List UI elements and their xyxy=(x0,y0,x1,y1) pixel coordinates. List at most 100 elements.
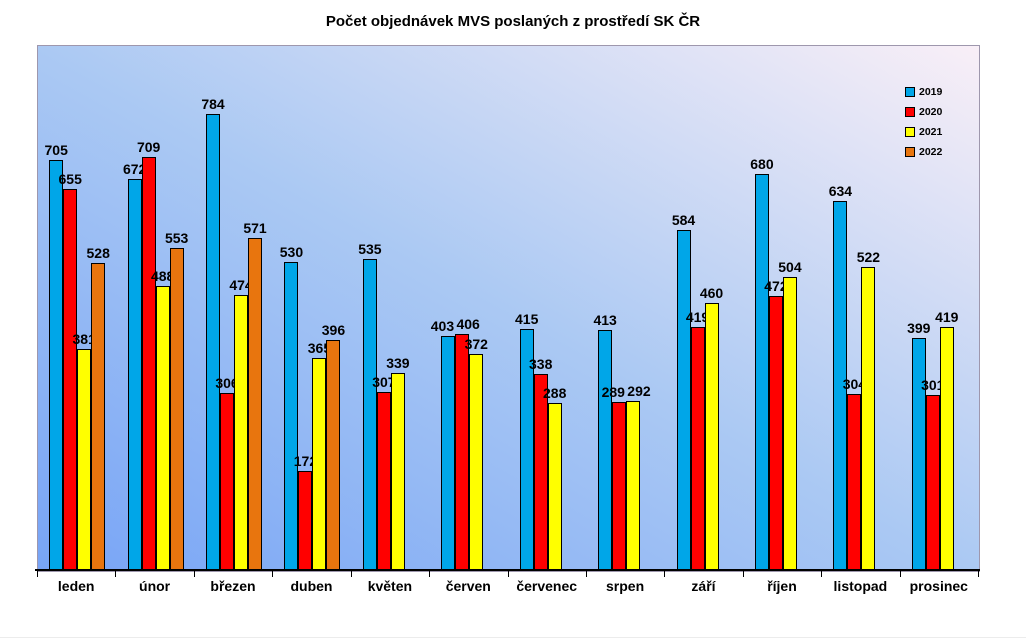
bar xyxy=(455,334,470,571)
bar xyxy=(248,237,263,571)
bar-value-label: 372 xyxy=(464,336,488,352)
bar-value-label: 553 xyxy=(164,230,189,247)
bar xyxy=(441,335,456,571)
bar-value-label: 488 xyxy=(150,268,175,285)
bar xyxy=(754,174,769,571)
category-label: listopad xyxy=(833,578,888,594)
bar xyxy=(704,302,719,571)
bar xyxy=(676,230,691,571)
legend-swatch-icon xyxy=(905,127,915,137)
bar xyxy=(390,373,405,571)
bar xyxy=(376,391,391,571)
bar-value-label: 292 xyxy=(627,382,651,399)
axis-tick xyxy=(507,571,509,577)
bar xyxy=(127,179,142,571)
bar-value-label: 304 xyxy=(842,375,867,392)
bar xyxy=(547,403,562,571)
bar xyxy=(234,294,249,571)
bar-value-label: 307 xyxy=(372,373,396,390)
category-label: květen xyxy=(367,578,413,594)
legend-label: 2021 xyxy=(919,126,943,138)
bar-value-label: 419 xyxy=(685,308,710,325)
legend-item: 2019 xyxy=(905,82,942,102)
bar xyxy=(63,188,78,571)
bar-value-label: 396 xyxy=(321,322,346,338)
bar-value-label: 403 xyxy=(430,317,455,334)
legend-item: 2022 xyxy=(905,142,942,162)
legend-label: 2019 xyxy=(919,86,943,98)
category-label: září xyxy=(691,578,716,594)
bar-value-label: 172 xyxy=(293,452,318,469)
bar xyxy=(312,358,327,571)
bar-value-label: 705 xyxy=(44,141,68,158)
bar-value-label: 472 xyxy=(764,277,788,294)
bar-value-label: 306 xyxy=(215,374,239,391)
chart-title: Počet objednávek MVS poslaných z prostře… xyxy=(325,13,701,30)
bar xyxy=(169,248,184,571)
bar-value-label: 655 xyxy=(58,170,82,187)
bar-value-label: 301 xyxy=(921,377,945,394)
bar-value-label: 399 xyxy=(907,320,931,337)
page-bottom-divider xyxy=(0,637,1026,638)
axis-tick xyxy=(37,571,38,577)
bar-value-label: 522 xyxy=(856,248,881,265)
bar xyxy=(49,159,64,571)
bar-value-label: 571 xyxy=(243,219,267,236)
legend-swatch-icon xyxy=(905,87,915,97)
category-label: srpen xyxy=(606,578,645,594)
bar-value-label: 634 xyxy=(828,183,853,200)
bar xyxy=(298,470,313,571)
bar xyxy=(362,258,377,571)
axis-tick xyxy=(585,571,587,577)
legend: 2019 2020 2021 2022 xyxy=(905,82,942,162)
bar-value-label: 528 xyxy=(86,245,110,261)
bar xyxy=(141,157,156,571)
plot-area: 705 672 784 530 535 403 415 413 584 680 634 399 655 7… xyxy=(37,45,980,572)
bar-value-label: 504 xyxy=(778,259,802,275)
category-label: březen xyxy=(210,578,256,594)
bar xyxy=(690,326,705,571)
bar-value-label: 709 xyxy=(136,139,161,156)
bar xyxy=(782,277,797,571)
legend-swatch-icon xyxy=(905,147,915,157)
axis-tick xyxy=(115,571,117,577)
bar-value-label: 474 xyxy=(229,276,253,293)
axis-tick xyxy=(821,571,823,577)
bar-value-label: 365 xyxy=(307,340,332,357)
axis-tick xyxy=(899,571,901,577)
bar xyxy=(768,295,783,571)
axis-tick xyxy=(664,571,666,577)
bar xyxy=(612,402,627,571)
legend-swatch-icon xyxy=(905,107,915,117)
bar-value-label: 784 xyxy=(201,95,225,112)
bar xyxy=(77,348,92,571)
category-label: červenec xyxy=(516,578,578,594)
axis-tick xyxy=(193,571,195,577)
bar xyxy=(469,354,484,571)
category-label: říjen xyxy=(767,578,797,594)
bar xyxy=(155,286,170,571)
bar-value-label: 338 xyxy=(529,355,553,372)
x-axis-category-row: leden únor březen duben květen červen červenec… xyxy=(37,578,978,596)
category-label: únor xyxy=(139,578,171,594)
bar-value-label: 406 xyxy=(456,316,480,333)
x-axis-line xyxy=(35,569,980,571)
bar-value-label: 413 xyxy=(593,312,617,329)
bar-value-label: 289 xyxy=(601,384,625,401)
legend-label: 2022 xyxy=(919,146,943,158)
bar-value-label: 419 xyxy=(935,308,959,325)
bar-value-label: 680 xyxy=(750,156,774,173)
axis-tick xyxy=(272,571,274,577)
bar xyxy=(284,261,299,571)
bar-value-label: 530 xyxy=(279,243,304,260)
axis-tick xyxy=(978,571,979,577)
bar-value-label: 339 xyxy=(386,355,410,372)
bar-value-label: 584 xyxy=(671,212,696,229)
bar xyxy=(326,340,341,571)
bar xyxy=(206,113,221,571)
bar xyxy=(861,266,876,571)
bar xyxy=(911,338,926,571)
bar-value-label: 288 xyxy=(543,385,567,401)
category-label: prosinec xyxy=(909,578,968,594)
bar xyxy=(925,395,940,571)
